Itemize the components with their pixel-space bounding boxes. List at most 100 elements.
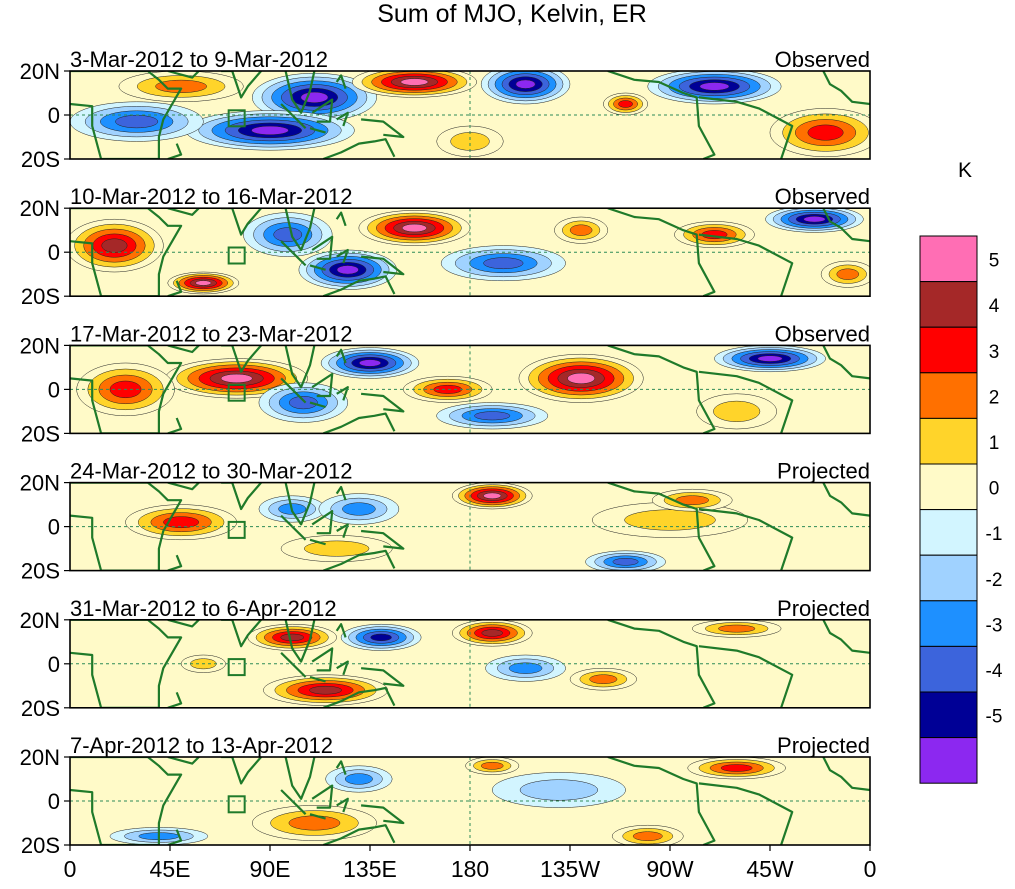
y-tick-label: 0 [48, 103, 60, 128]
y-tick-label: 20N [20, 59, 60, 84]
anomaly-cell [165, 358, 309, 399]
coastline [607, 208, 716, 297]
anomaly-contour [757, 355, 783, 362]
anomaly-contour [515, 79, 536, 89]
anomaly-cell [769, 108, 870, 158]
y-tick-label: 20S [21, 833, 60, 858]
anomaly-cell [465, 757, 520, 775]
coastline [335, 760, 347, 775]
anomaly-cell [325, 765, 393, 793]
anomaly-contour [370, 633, 392, 642]
coastline [309, 675, 326, 683]
x-tick-label: 0 [64, 856, 77, 882]
anomaly-cell [765, 208, 864, 233]
coastline [322, 549, 396, 571]
anomaly-contour [720, 764, 753, 772]
colorbar-label: 4 [989, 296, 1000, 317]
anomaly-contour [474, 411, 511, 421]
panel-status: Observed [775, 47, 870, 72]
colorbar-units: K [958, 159, 972, 182]
coastline [70, 208, 183, 297]
coastline [360, 255, 405, 276]
anomaly-contour [713, 400, 761, 422]
map-panel: 20N 0 20S 17-Mar-2012 to 23-Mar-2012 Observe… [20, 321, 871, 446]
coastline [607, 345, 716, 434]
anomaly-contour [336, 265, 359, 275]
y-tick-label: 0 [48, 515, 60, 540]
coastline [322, 686, 396, 708]
x-tick-label: 90W [646, 856, 694, 882]
x-tick-label: 0 [864, 856, 877, 882]
reference-box [227, 383, 246, 402]
panel-period: 3-Mar-2012 to 9-Mar-2012 [70, 47, 328, 72]
coastline [167, 757, 201, 765]
anomaly-cell [687, 757, 786, 780]
panel-status: Projected [777, 733, 870, 758]
coastline [284, 208, 316, 252]
anomaly-cell [480, 71, 571, 105]
coastline [360, 804, 405, 825]
coastline [311, 647, 334, 672]
reference-box [227, 520, 246, 539]
x-tick-label: 180 [451, 856, 489, 882]
coastline [698, 782, 794, 845]
anomaly-contour [569, 224, 593, 236]
anomaly-field [70, 71, 870, 159]
panel-period: 7-Apr-2012 to 13-Apr-2012 [70, 733, 333, 758]
anomaly-contour [624, 509, 716, 531]
coastline [698, 507, 794, 571]
coastline [322, 824, 396, 845]
colorbar-label: 0 [989, 479, 1000, 500]
anomaly-cell [320, 347, 420, 379]
y-tick-label: 20S [21, 147, 60, 172]
coastline [280, 240, 307, 267]
anomaly-cell [125, 504, 237, 541]
coastline [221, 757, 262, 785]
coastline [167, 345, 201, 354]
anomaly-cell [436, 402, 549, 430]
anomaly-cell [692, 619, 782, 638]
x-tick-label: 45E [150, 856, 191, 882]
coastline [360, 118, 405, 139]
reference-box [227, 109, 246, 128]
coastline [360, 392, 405, 413]
anomaly-contour [567, 372, 595, 384]
coastline [698, 233, 794, 297]
coastline [309, 813, 326, 820]
colorbar-swatch [919, 600, 978, 647]
coastline [607, 482, 716, 571]
anomaly-contour [519, 779, 599, 801]
anomaly-contour [481, 629, 503, 637]
anomaly-cell [696, 393, 777, 430]
coastline [822, 482, 870, 517]
coastline [607, 71, 716, 159]
anomaly-cell [820, 260, 870, 288]
colorbar-label: 5 [989, 251, 1000, 272]
coastline [311, 784, 334, 809]
colorbar-label: -4 [986, 661, 1003, 682]
anomaly-contour [807, 124, 844, 141]
coastline [698, 96, 794, 159]
anomaly-contour [304, 540, 370, 557]
coastline [311, 235, 334, 260]
anomaly-contour [699, 82, 730, 91]
coastline [167, 71, 201, 79]
colorbar-swatch [919, 417, 978, 465]
panel-period: 31-Mar-2012 to 6-Apr-2012 [70, 596, 337, 621]
anomaly-contour [480, 761, 504, 770]
map-panel: 20N 0 20S 10-Mar-2012 to 16-Mar-2012 Observe… [20, 184, 871, 309]
anomaly-contour [280, 633, 304, 642]
anomaly-contour [344, 773, 373, 785]
anomaly-cell [569, 667, 637, 691]
anomaly-contour [803, 216, 826, 223]
coastline [822, 345, 870, 380]
colorbar-swatch [919, 509, 978, 556]
colorbar-swatch [919, 372, 978, 419]
y-tick-label: 0 [48, 652, 60, 677]
coastlines [70, 71, 870, 159]
coastline [335, 74, 347, 89]
coastline [309, 127, 326, 134]
anomaly-contour [400, 78, 429, 86]
anomaly-cell [167, 271, 240, 295]
anomaly-cell [251, 805, 377, 841]
